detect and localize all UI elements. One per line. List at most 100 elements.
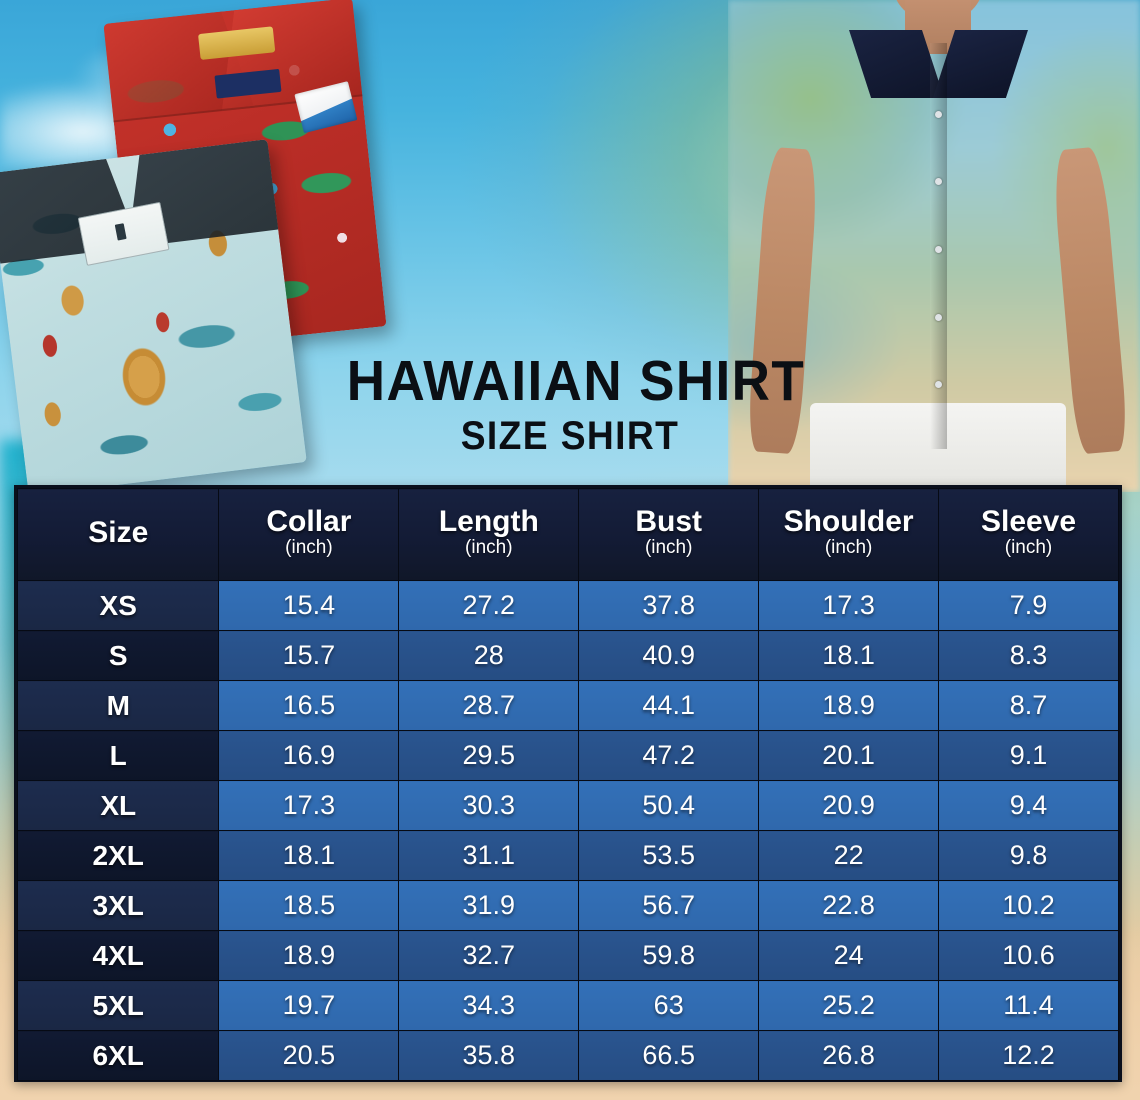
cell-sleeve: 7.9 — [938, 580, 1119, 631]
cell-collar: 16.9 — [218, 730, 400, 781]
column-header-bust: Bust (inch) — [578, 488, 760, 581]
cell-size: 2XL — [16, 830, 220, 881]
cell-size: XL — [16, 780, 220, 831]
cell-shoulder: 18.9 — [758, 680, 940, 731]
cell-length: 31.9 — [398, 880, 580, 931]
table-row: 6XL 20.5 35.8 66.5 26.8 12.2 — [16, 1030, 1119, 1081]
teal-hawaiian-shirt-image — [0, 139, 307, 496]
cell-shoulder: 20.9 — [758, 780, 940, 831]
size-chart-table: Size Collar (inch) Length (inch) Bust (i… — [16, 488, 1119, 1081]
cell-size: 6XL — [16, 1030, 220, 1081]
column-header-size: Size — [16, 488, 220, 581]
cell-sleeve: 9.4 — [938, 780, 1119, 831]
cell-shoulder: 22.8 — [758, 880, 940, 931]
cell-shoulder: 24 — [758, 930, 940, 981]
column-header-length-label: Length — [438, 504, 539, 538]
page-subtitle: SIZE SHIRT — [460, 414, 680, 459]
cell-size: 4XL — [16, 930, 220, 981]
cell-shoulder: 17.3 — [758, 580, 940, 631]
model-navy-flamingo-shirt — [798, 30, 1078, 457]
column-header-bust-label: Bust — [635, 504, 703, 538]
cell-collar: 15.4 — [218, 580, 400, 631]
cell-collar: 16.5 — [218, 680, 400, 731]
cell-sleeve: 12.2 — [938, 1030, 1119, 1081]
cell-size: S — [16, 630, 220, 681]
cell-length: 28 — [398, 630, 580, 681]
cell-bust: 56.7 — [578, 880, 760, 931]
model-shirt-collar-right — [932, 30, 1028, 98]
cell-size: XS — [16, 580, 220, 631]
cell-sleeve: 8.3 — [938, 630, 1119, 681]
table-row: S 15.7 28 40.9 18.1 8.3 — [16, 630, 1119, 681]
cell-sleeve: 9.8 — [938, 830, 1119, 881]
table-row: L 16.9 29.5 47.2 20.1 9.1 — [16, 730, 1119, 781]
cell-sleeve: 11.4 — [938, 980, 1119, 1031]
cell-length: 30.3 — [398, 780, 580, 831]
cell-collar: 17.3 — [218, 780, 400, 831]
cell-length: 29.5 — [398, 730, 580, 781]
column-header-sleeve-unit: (inch) — [1004, 537, 1053, 559]
cell-shoulder: 22 — [758, 830, 940, 881]
column-header-bust-unit: (inch) — [644, 537, 693, 559]
table-body: XS 15.4 27.2 37.8 17.3 7.9 S 15.7 28 40.9 18.1 8.3 M… — [16, 580, 1119, 1081]
cell-shoulder: 20.1 — [758, 730, 940, 781]
cell-bust: 63 — [578, 980, 760, 1031]
cell-sleeve: 8.7 — [938, 680, 1119, 731]
cell-collar: 18.5 — [218, 880, 400, 931]
column-header-shoulder: Shoulder (inch) — [758, 488, 940, 581]
table-row: 3XL 18.5 31.9 56.7 22.8 10.2 — [16, 880, 1119, 931]
cell-shoulder: 18.1 — [758, 630, 940, 681]
cell-bust: 44.1 — [578, 680, 760, 731]
size-chart-table-container: Size Collar (inch) Length (inch) Bust (i… — [14, 485, 1122, 1082]
cell-sleeve: 10.6 — [938, 930, 1119, 981]
model-shirt-button — [935, 110, 943, 118]
model-shirt-placket — [929, 42, 947, 450]
cell-bust: 50.4 — [578, 780, 760, 831]
column-header-size-label: Size — [88, 515, 149, 549]
cell-size: 3XL — [16, 880, 220, 931]
column-header-collar-label: Collar — [266, 504, 352, 538]
cell-size: 5XL — [16, 980, 220, 1031]
cell-bust: 59.8 — [578, 930, 760, 981]
cell-shoulder: 25.2 — [758, 980, 940, 1031]
cell-collar: 20.5 — [218, 1030, 400, 1081]
cell-size: L — [16, 730, 220, 781]
table-row: XS 15.4 27.2 37.8 17.3 7.9 — [16, 580, 1119, 631]
cell-collar: 18.1 — [218, 830, 400, 881]
model-shirt-button — [935, 381, 943, 389]
cell-bust: 40.9 — [578, 630, 760, 681]
column-header-sleeve-label: Sleeve — [980, 504, 1077, 538]
model-shirt-button — [935, 178, 943, 186]
cell-length: 31.1 — [398, 830, 580, 881]
column-header-length-unit: (inch) — [465, 537, 513, 559]
cell-size: M — [16, 680, 220, 731]
cell-bust: 53.5 — [578, 830, 760, 881]
column-header-collar: Collar (inch) — [218, 488, 400, 581]
column-header-length: Length (inch) — [398, 488, 580, 581]
table-row: M 16.5 28.7 44.1 18.9 8.7 — [16, 680, 1119, 731]
model-photo — [728, 0, 1140, 492]
cell-length: 34.3 — [398, 980, 580, 1031]
table-header-row: Size Collar (inch) Length (inch) Bust (i… — [16, 488, 1119, 581]
cell-collar: 15.7 — [218, 630, 400, 681]
model-shirt-button — [935, 245, 943, 253]
cell-length: 35.8 — [398, 1030, 580, 1081]
page-title: HAWAIIAN SHIRT — [346, 349, 806, 413]
cell-collar: 18.9 — [218, 930, 400, 981]
column-header-shoulder-unit: (inch) — [824, 537, 873, 559]
model-shirt-button — [935, 313, 943, 321]
table-row: 2XL 18.1 31.1 53.5 22 9.8 — [16, 830, 1119, 881]
cell-bust: 66.5 — [578, 1030, 760, 1081]
table-row: XL 17.3 30.3 50.4 20.9 9.4 — [16, 780, 1119, 831]
table-row: 5XL 19.7 34.3 63 25.2 11.4 — [16, 980, 1119, 1031]
table-row: 4XL 18.9 32.7 59.8 24 10.6 — [16, 930, 1119, 981]
table-header: Size Collar (inch) Length (inch) Bust (i… — [16, 488, 1119, 581]
column-header-collar-unit: (inch) — [285, 537, 333, 559]
column-header-shoulder-label: Shoulder — [783, 504, 914, 538]
column-header-sleeve: Sleeve (inch) — [938, 488, 1119, 581]
model-white-shorts — [810, 403, 1066, 492]
cell-sleeve: 9.1 — [938, 730, 1119, 781]
cell-shoulder: 26.8 — [758, 1030, 940, 1081]
cell-collar: 19.7 — [218, 980, 400, 1031]
cell-length: 28.7 — [398, 680, 580, 731]
